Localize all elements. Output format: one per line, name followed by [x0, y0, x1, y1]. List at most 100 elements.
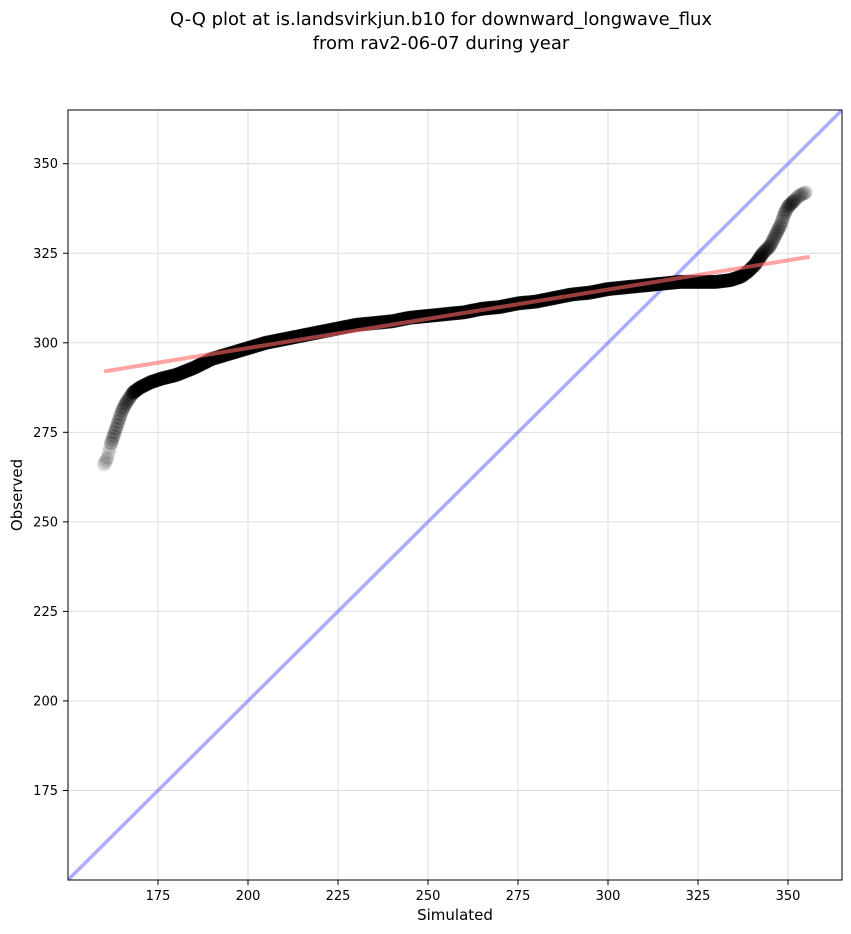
data-point: [166, 368, 181, 383]
data-point: [766, 231, 781, 246]
data-point: [137, 378, 152, 393]
data-point: [725, 272, 740, 287]
data-point: [157, 371, 171, 386]
data-point: [176, 365, 191, 380]
data-point: [190, 359, 205, 374]
data-point: [686, 274, 701, 289]
data-point: [718, 273, 733, 288]
data-point: [107, 425, 122, 440]
data-point: [170, 367, 185, 382]
data-point: [695, 274, 710, 289]
data-point: [764, 236, 779, 251]
data-point: [787, 193, 801, 208]
data-point: [728, 271, 743, 286]
data-point: [187, 360, 201, 375]
data-point: [140, 376, 155, 391]
data-point: [783, 197, 798, 212]
data-point: [135, 379, 150, 394]
data-point: [789, 191, 804, 206]
data-point: [104, 436, 119, 451]
data-point: [152, 372, 167, 387]
data-point: [149, 373, 164, 388]
data-point: [99, 452, 114, 467]
data-point: [163, 369, 177, 384]
y-tick-label: 225: [33, 605, 58, 620]
data-point: [167, 368, 182, 383]
data-point: [776, 210, 791, 225]
data-point: [129, 383, 144, 398]
data-point: [721, 273, 735, 288]
x-tick-label: 275: [506, 889, 531, 904]
data-point: [703, 274, 717, 289]
data-point: [791, 188, 806, 203]
x-axis-label: Simulated: [417, 906, 493, 924]
data-point: [793, 188, 807, 203]
data-point: [175, 365, 189, 380]
data-point: [112, 411, 127, 425]
data-point: [698, 274, 713, 289]
data-point: [98, 455, 113, 470]
data-point: [191, 358, 206, 373]
data-point: [712, 274, 727, 289]
data-point: [178, 364, 193, 379]
data-point: [103, 440, 117, 455]
data-point: [785, 194, 800, 209]
x-tick-label: 250: [416, 889, 441, 904]
data-point: [705, 274, 720, 289]
data-point: [769, 227, 783, 242]
data-point: [719, 273, 734, 288]
x-tick-label: 300: [596, 889, 621, 904]
quantile-points-group: [97, 185, 813, 472]
data-point: [183, 362, 198, 377]
data-point: [195, 356, 210, 371]
data-point: [165, 368, 180, 383]
y-tick-label: 250: [33, 515, 58, 530]
data-point: [713, 274, 728, 289]
data-point: [799, 185, 813, 200]
y-tick-label: 275: [33, 426, 58, 441]
fit-line-group: [103, 254, 810, 374]
data-point: [781, 199, 795, 214]
data-point: [765, 234, 780, 249]
y-tick-label: 300: [33, 336, 58, 351]
data-point: [119, 394, 134, 409]
data-point: [706, 274, 721, 289]
data-point: [125, 385, 140, 400]
data-point: [687, 274, 702, 289]
data-point: [735, 268, 750, 283]
data-point: [782, 198, 797, 213]
data-point: [105, 432, 120, 447]
data-point: [172, 366, 187, 381]
data-point: [145, 374, 159, 389]
data-point: [164, 369, 179, 384]
data-point: [146, 374, 161, 389]
data-point: [197, 355, 212, 370]
data-point: [692, 274, 707, 289]
x-tick-label: 350: [776, 889, 801, 904]
data-point: [193, 357, 207, 372]
data-point: [772, 219, 787, 234]
data-point: [116, 401, 131, 416]
data-point: [709, 274, 723, 289]
data-point: [771, 222, 786, 237]
data-point: [722, 273, 737, 288]
data-point: [194, 357, 209, 372]
data-point: [97, 457, 111, 472]
data-point: [795, 187, 810, 202]
data-point: [100, 450, 115, 465]
grid-lines: [68, 110, 842, 880]
data-point: [127, 385, 141, 400]
data-point: [717, 273, 732, 288]
data-point: [711, 274, 726, 289]
data-point: [753, 249, 768, 264]
data-point: [131, 381, 146, 396]
data-point: [177, 364, 192, 379]
data-point: [154, 371, 169, 386]
data-point: [778, 204, 793, 219]
data-point: [179, 363, 194, 378]
data-point: [779, 202, 794, 217]
data-point: [161, 369, 176, 384]
data-point: [121, 393, 135, 408]
data-point: [199, 354, 213, 369]
data-point: [691, 274, 705, 289]
